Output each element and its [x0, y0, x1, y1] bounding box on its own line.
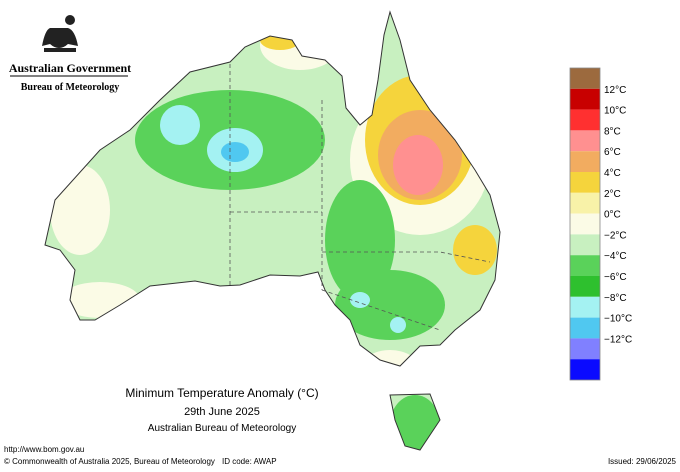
- legend-label: 2°C: [604, 189, 621, 200]
- footer-id: ID code: AWAP: [222, 457, 277, 466]
- caption-source: Australian Bureau of Meteorology: [148, 423, 296, 434]
- coastline: [44, 10, 501, 451]
- bureau: Bureau of Meteorology: [21, 82, 120, 93]
- legend-swatch: [570, 234, 600, 256]
- legend-frame: [569, 67, 601, 381]
- legend-swatch: [570, 151, 600, 172]
- legend-swatch: [570, 296, 600, 318]
- legend-swatch: [570, 130, 600, 152]
- legend-label: −6°C: [604, 272, 627, 283]
- legend-label: 10°C: [604, 106, 626, 117]
- footer-copyright: © Commonwealth of Australia 2025, Bureau…: [4, 457, 215, 466]
- legend-swatch: [570, 338, 600, 360]
- legend-swatch: [570, 68, 600, 89]
- legend: 12°C 10°C 8°C 6°C 4°C 2°C 0°C −2°C −4°C −6°C −8°C −…: [569, 67, 632, 381]
- legend-swatch: [570, 359, 600, 380]
- footer-url: http://www.bom.gov.au: [4, 445, 84, 454]
- caption-date: 29th June 2025: [184, 406, 260, 418]
- caption-title: Minimum Temperature Anomaly (°C): [125, 386, 318, 400]
- legend-label: 12°C: [604, 85, 626, 96]
- legend-label: −4°C: [604, 251, 627, 262]
- legend-swatch: [570, 192, 600, 214]
- legend-label: −8°C: [604, 293, 627, 304]
- legend-swatch: [570, 255, 600, 276]
- crest: [42, 15, 78, 52]
- legend-label: −2°C: [604, 230, 627, 241]
- legend-swatch: [570, 88, 600, 110]
- footer-issued: Issued: 29/06/2025: [608, 457, 677, 466]
- legend-label: −10°C: [604, 314, 632, 325]
- legend-swatch: [570, 213, 600, 235]
- government: Australian Government: [9, 61, 131, 75]
- legend-label: 8°C: [604, 126, 621, 137]
- legend-swatch: [570, 276, 600, 297]
- legend-label: 4°C: [604, 168, 621, 179]
- legend-label: 0°C: [604, 210, 621, 221]
- legend-swatch: [570, 109, 600, 131]
- legend-swatch: [570, 317, 600, 339]
- legend-swatch: [570, 172, 600, 193]
- legend-label: 6°C: [604, 147, 621, 158]
- state-borders: [229, 64, 491, 331]
- legend-label: −12°C: [604, 334, 632, 345]
